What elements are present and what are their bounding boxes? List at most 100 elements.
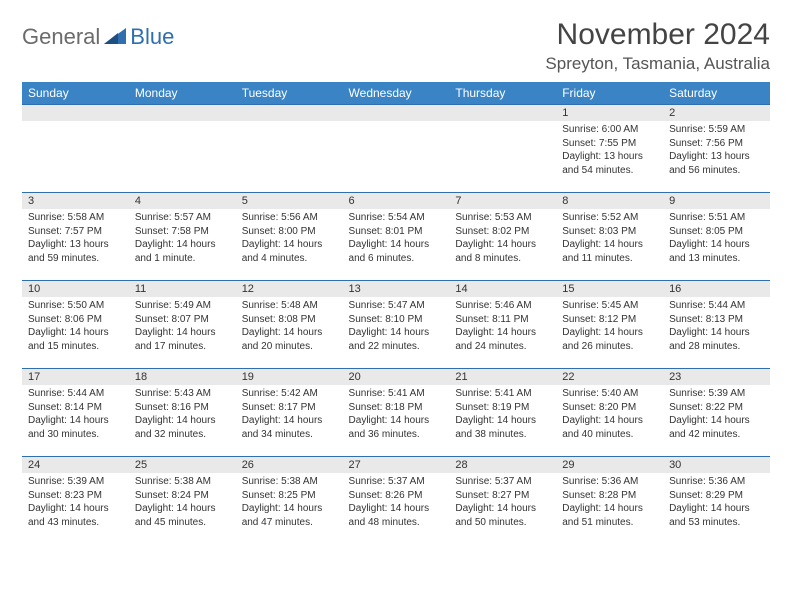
day-number — [129, 105, 236, 121]
calendar-day-cell: 19Sunrise: 5:42 AMSunset: 8:17 PMDayligh… — [236, 369, 343, 457]
sunset-text: Sunset: 8:27 PM — [455, 489, 550, 503]
sunset-text: Sunset: 8:03 PM — [562, 225, 657, 239]
sunrise-text: Sunrise: 5:41 AM — [455, 387, 550, 401]
month-title: November 2024 — [545, 18, 770, 52]
day-details: Sunrise: 5:36 AMSunset: 8:28 PMDaylight:… — [556, 473, 663, 533]
sunset-text: Sunset: 8:19 PM — [455, 401, 550, 415]
calendar-week-row: 3Sunrise: 5:58 AMSunset: 7:57 PMDaylight… — [22, 193, 770, 281]
day-number: 21 — [449, 369, 556, 385]
daylight-text: Daylight: 14 hours and 42 minutes. — [669, 414, 764, 441]
sunrise-text: Sunrise: 5:45 AM — [562, 299, 657, 313]
day-number: 14 — [449, 281, 556, 297]
day-number: 11 — [129, 281, 236, 297]
day-number: 22 — [556, 369, 663, 385]
weekday-header: Wednesday — [343, 82, 450, 105]
sunrise-text: Sunrise: 5:47 AM — [349, 299, 444, 313]
sunrise-text: Sunrise: 5:44 AM — [669, 299, 764, 313]
sunrise-text: Sunrise: 5:49 AM — [135, 299, 230, 313]
day-details: Sunrise: 6:00 AMSunset: 7:55 PMDaylight:… — [556, 121, 663, 181]
day-number: 1 — [556, 105, 663, 121]
day-number: 5 — [236, 193, 343, 209]
sunset-text: Sunset: 8:20 PM — [562, 401, 657, 415]
calendar-day-cell: 10Sunrise: 5:50 AMSunset: 8:06 PMDayligh… — [22, 281, 129, 369]
calendar-day-cell: 13Sunrise: 5:47 AMSunset: 8:10 PMDayligh… — [343, 281, 450, 369]
sunrise-text: Sunrise: 6:00 AM — [562, 123, 657, 137]
day-details: Sunrise: 5:41 AMSunset: 8:19 PMDaylight:… — [449, 385, 556, 445]
sunset-text: Sunset: 8:06 PM — [28, 313, 123, 327]
daylight-text: Daylight: 14 hours and 32 minutes. — [135, 414, 230, 441]
calendar-day-cell: 17Sunrise: 5:44 AMSunset: 8:14 PMDayligh… — [22, 369, 129, 457]
sunset-text: Sunset: 8:12 PM — [562, 313, 657, 327]
sunrise-text: Sunrise: 5:38 AM — [242, 475, 337, 489]
day-details — [129, 121, 236, 127]
day-details: Sunrise: 5:51 AMSunset: 8:05 PMDaylight:… — [663, 209, 770, 269]
daylight-text: Daylight: 14 hours and 38 minutes. — [455, 414, 550, 441]
sunset-text: Sunset: 7:57 PM — [28, 225, 123, 239]
daylight-text: Daylight: 14 hours and 50 minutes. — [455, 502, 550, 529]
day-number: 18 — [129, 369, 236, 385]
calendar-day-cell: 9Sunrise: 5:51 AMSunset: 8:05 PMDaylight… — [663, 193, 770, 281]
day-number: 17 — [22, 369, 129, 385]
sunrise-text: Sunrise: 5:36 AM — [669, 475, 764, 489]
day-number: 6 — [343, 193, 450, 209]
calendar-day-cell — [22, 105, 129, 193]
calendar-day-cell: 11Sunrise: 5:49 AMSunset: 8:07 PMDayligh… — [129, 281, 236, 369]
calendar-day-cell: 1Sunrise: 6:00 AMSunset: 7:55 PMDaylight… — [556, 105, 663, 193]
day-details: Sunrise: 5:36 AMSunset: 8:29 PMDaylight:… — [663, 473, 770, 533]
day-details: Sunrise: 5:40 AMSunset: 8:20 PMDaylight:… — [556, 385, 663, 445]
daylight-text: Daylight: 14 hours and 20 minutes. — [242, 326, 337, 353]
daylight-text: Daylight: 14 hours and 51 minutes. — [562, 502, 657, 529]
day-details: Sunrise: 5:37 AMSunset: 8:26 PMDaylight:… — [343, 473, 450, 533]
day-number: 10 — [22, 281, 129, 297]
day-number: 13 — [343, 281, 450, 297]
sunrise-text: Sunrise: 5:46 AM — [455, 299, 550, 313]
day-details: Sunrise: 5:59 AMSunset: 7:56 PMDaylight:… — [663, 121, 770, 181]
day-number: 29 — [556, 457, 663, 473]
sunrise-text: Sunrise: 5:54 AM — [349, 211, 444, 225]
sunset-text: Sunset: 8:22 PM — [669, 401, 764, 415]
calendar-day-cell: 4Sunrise: 5:57 AMSunset: 7:58 PMDaylight… — [129, 193, 236, 281]
day-details: Sunrise: 5:52 AMSunset: 8:03 PMDaylight:… — [556, 209, 663, 269]
day-details: Sunrise: 5:50 AMSunset: 8:06 PMDaylight:… — [22, 297, 129, 357]
daylight-text: Daylight: 14 hours and 47 minutes. — [242, 502, 337, 529]
day-details: Sunrise: 5:39 AMSunset: 8:22 PMDaylight:… — [663, 385, 770, 445]
sunset-text: Sunset: 8:02 PM — [455, 225, 550, 239]
day-number — [22, 105, 129, 121]
day-details: Sunrise: 5:38 AMSunset: 8:25 PMDaylight:… — [236, 473, 343, 533]
daylight-text: Daylight: 14 hours and 1 minute. — [135, 238, 230, 265]
calendar-day-cell: 30Sunrise: 5:36 AMSunset: 8:29 PMDayligh… — [663, 457, 770, 545]
daylight-text: Daylight: 14 hours and 43 minutes. — [28, 502, 123, 529]
daylight-text: Daylight: 14 hours and 4 minutes. — [242, 238, 337, 265]
day-details: Sunrise: 5:42 AMSunset: 8:17 PMDaylight:… — [236, 385, 343, 445]
brand-part1: General — [22, 24, 100, 50]
daylight-text: Daylight: 14 hours and 15 minutes. — [28, 326, 123, 353]
day-details: Sunrise: 5:41 AMSunset: 8:18 PMDaylight:… — [343, 385, 450, 445]
daylight-text: Daylight: 14 hours and 28 minutes. — [669, 326, 764, 353]
sunset-text: Sunset: 8:14 PM — [28, 401, 123, 415]
sunrise-text: Sunrise: 5:40 AM — [562, 387, 657, 401]
calendar-day-cell: 5Sunrise: 5:56 AMSunset: 8:00 PMDaylight… — [236, 193, 343, 281]
calendar-day-cell: 22Sunrise: 5:40 AMSunset: 8:20 PMDayligh… — [556, 369, 663, 457]
sunrise-text: Sunrise: 5:51 AM — [669, 211, 764, 225]
sunrise-text: Sunrise: 5:36 AM — [562, 475, 657, 489]
sunset-text: Sunset: 8:08 PM — [242, 313, 337, 327]
calendar-day-cell: 20Sunrise: 5:41 AMSunset: 8:18 PMDayligh… — [343, 369, 450, 457]
day-number: 19 — [236, 369, 343, 385]
day-number: 26 — [236, 457, 343, 473]
sunset-text: Sunset: 8:17 PM — [242, 401, 337, 415]
calendar-week-row: 1Sunrise: 6:00 AMSunset: 7:55 PMDaylight… — [22, 105, 770, 193]
day-details: Sunrise: 5:47 AMSunset: 8:10 PMDaylight:… — [343, 297, 450, 357]
day-number: 28 — [449, 457, 556, 473]
sunrise-text: Sunrise: 5:52 AM — [562, 211, 657, 225]
weekday-header: Monday — [129, 82, 236, 105]
sunset-text: Sunset: 8:07 PM — [135, 313, 230, 327]
weekday-header-row: Sunday Monday Tuesday Wednesday Thursday… — [22, 82, 770, 105]
day-number: 4 — [129, 193, 236, 209]
weekday-header: Tuesday — [236, 82, 343, 105]
sunset-text: Sunset: 8:11 PM — [455, 313, 550, 327]
calendar-day-cell — [343, 105, 450, 193]
day-details: Sunrise: 5:49 AMSunset: 8:07 PMDaylight:… — [129, 297, 236, 357]
day-details: Sunrise: 5:38 AMSunset: 8:24 PMDaylight:… — [129, 473, 236, 533]
day-number: 15 — [556, 281, 663, 297]
daylight-text: Daylight: 14 hours and 22 minutes. — [349, 326, 444, 353]
